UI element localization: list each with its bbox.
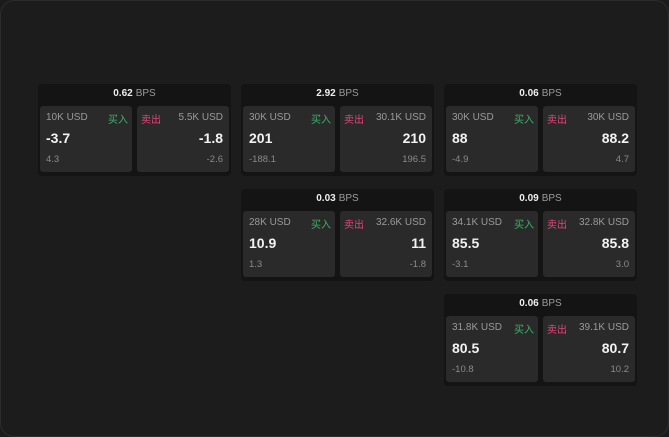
buy-quantity: 10K USD — [46, 112, 88, 123]
sell-quantity: 5.5K USD — [178, 112, 223, 123]
buy-label: 买入 — [514, 115, 534, 126]
sell-price: -1.8 — [198, 130, 223, 146]
buy-change: -10.8 — [452, 364, 474, 375]
spread-value: 0.06 — [519, 298, 539, 309]
spread-value: 0.03 — [316, 193, 336, 204]
spread-unit: BPS — [541, 88, 562, 99]
buy-price: 80.5 — [452, 340, 480, 356]
spread-unit: BPS — [338, 193, 359, 204]
sell-quantity: 39.1K USD — [578, 322, 629, 333]
buy-quantity: 28K USD — [249, 217, 291, 228]
spread-value: 0.62 — [113, 88, 133, 99]
buy-change: 1.3 — [249, 259, 263, 270]
buy-quantity: 30K USD — [249, 112, 291, 123]
sell-button[interactable]: 卖出 30K USD 88.2 4.7 — [543, 106, 635, 172]
sell-price: 80.7 — [601, 340, 629, 356]
buy-label: 买入 — [108, 115, 128, 126]
sell-change: -1.8 — [409, 259, 426, 270]
sell-button[interactable]: 卖出 32.8K USD 85.8 3.0 — [543, 211, 635, 277]
sell-price: 11 — [411, 235, 426, 251]
sell-change: 10.2 — [610, 364, 630, 375]
buy-button[interactable]: 30K USD 买入 201 -188.1 — [243, 106, 335, 172]
spread-value: 2.92 — [316, 88, 336, 99]
sell-change: 4.7 — [615, 154, 629, 165]
buy-label: 买入 — [514, 325, 534, 336]
spread-value: 0.09 — [519, 193, 539, 204]
sell-label: 卖出 — [547, 325, 567, 336]
sell-button[interactable]: 卖出 39.1K USD 80.7 10.2 — [543, 316, 635, 382]
buy-price: 88 — [452, 130, 468, 146]
buy-button[interactable]: 30K USD 买入 88 -4.9 — [446, 106, 538, 172]
buy-change: -3.1 — [452, 259, 469, 270]
sell-price: 210 — [402, 130, 426, 146]
spread-value: 0.06 — [519, 88, 539, 99]
quote-card: 0.06 BPS 31.8K USD 买入 80.5 -10.8 卖出 39.1K… — [444, 294, 637, 386]
sell-change: -2.6 — [206, 154, 223, 165]
buy-price: -3.7 — [46, 130, 71, 146]
sell-quantity: 32.6K USD — [375, 217, 426, 228]
spread-unit: BPS — [338, 88, 359, 99]
quote-card: 0.06 BPS 30K USD 买入 88 -4.9 卖出 30K USD 88… — [444, 84, 637, 176]
buy-quantity: 30K USD — [452, 112, 494, 123]
spread-unit: BPS — [541, 193, 562, 204]
buy-change: -188.1 — [249, 154, 276, 165]
quote-card: 0.09 BPS 34.1K USD 买入 85.5 -3.1 卖出 32.8K … — [444, 189, 637, 281]
sell-quantity: 32.8K USD — [578, 217, 629, 228]
quote-card: 2.92 BPS 30K USD 买入 201 -188.1 卖出 30.1K U… — [241, 84, 434, 176]
buy-label: 买入 — [514, 220, 534, 231]
buy-button[interactable]: 34.1K USD 买入 85.5 -3.1 — [446, 211, 538, 277]
quote-card: 0.03 BPS 28K USD 买入 10.9 1.3 卖出 32.6K USD… — [241, 189, 434, 281]
spread-header: 0.06 BPS — [444, 84, 637, 104]
buy-price: 10.9 — [249, 235, 277, 251]
spread-header: 0.03 BPS — [241, 189, 434, 209]
buy-change: 4.3 — [46, 154, 60, 165]
sell-price: 88.2 — [601, 130, 629, 146]
sell-label: 卖出 — [344, 115, 364, 126]
spread-header: 0.62 BPS — [38, 84, 231, 104]
quote-card: 0.62 BPS 10K USD 买入 -3.7 4.3 卖出 5.5K USD … — [38, 84, 231, 176]
sell-quantity: 30K USD — [587, 112, 629, 123]
spread-header: 0.06 BPS — [444, 294, 637, 314]
sell-change: 196.5 — [402, 154, 426, 165]
buy-label: 买入 — [311, 115, 331, 126]
buy-change: -4.9 — [452, 154, 469, 165]
buy-button[interactable]: 28K USD 买入 10.9 1.3 — [243, 211, 335, 277]
spread-header: 0.09 BPS — [444, 189, 637, 209]
sell-button[interactable]: 卖出 32.6K USD 11 -1.8 — [340, 211, 432, 277]
buy-price: 85.5 — [452, 235, 480, 251]
spread-header: 2.92 BPS — [241, 84, 434, 104]
sell-quantity: 30.1K USD — [375, 112, 426, 123]
buy-button[interactable]: 31.8K USD 买入 80.5 -10.8 — [446, 316, 538, 382]
sell-label: 卖出 — [141, 115, 161, 126]
sell-label: 卖出 — [344, 220, 364, 231]
buy-quantity: 31.8K USD — [452, 322, 503, 333]
sell-label: 卖出 — [547, 115, 567, 126]
sell-label: 卖出 — [547, 220, 567, 231]
sell-button[interactable]: 卖出 30.1K USD 210 196.5 — [340, 106, 432, 172]
spread-unit: BPS — [541, 298, 562, 309]
sell-button[interactable]: 卖出 5.5K USD -1.8 -2.6 — [137, 106, 229, 172]
sell-price: 85.8 — [601, 235, 629, 251]
buy-quantity: 34.1K USD — [452, 217, 503, 228]
sell-change: 3.0 — [615, 259, 629, 270]
buy-button[interactable]: 10K USD 买入 -3.7 4.3 — [40, 106, 132, 172]
buy-label: 买入 — [311, 220, 331, 231]
spread-unit: BPS — [135, 88, 156, 99]
buy-price: 201 — [249, 130, 273, 146]
